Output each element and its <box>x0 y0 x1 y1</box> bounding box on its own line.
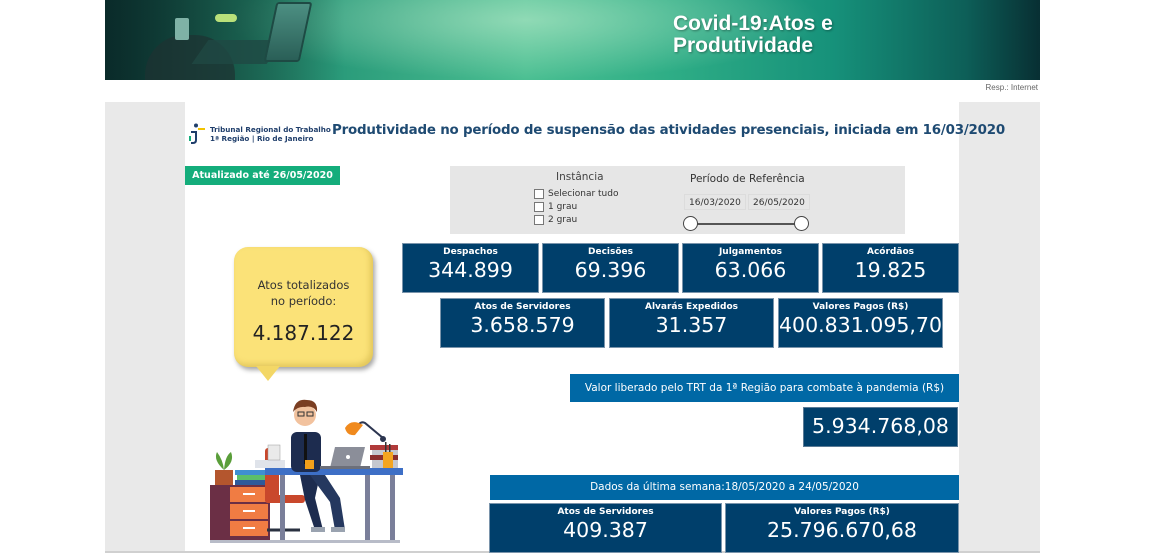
kpi-decisoes: Decisões 69.396 <box>542 243 679 293</box>
end-date-input[interactable]: 26/05/2020 <box>748 194 810 210</box>
last-week-label-bar: Dados da última semana:18/05/2020 a 24/0… <box>490 475 959 500</box>
slider-end-handle[interactable] <box>794 216 809 231</box>
slider-start-handle[interactable] <box>683 216 698 231</box>
instancia-title: Instância <box>556 171 604 183</box>
right-margin-panel <box>959 102 1040 551</box>
header-banner: Covid-19:Atos e Produtividade <box>105 0 1040 80</box>
pandemic-value-card: 5.934.768,08 <box>803 407 958 447</box>
kpi-alvaras: Alvarás Expedidos 31.357 <box>609 298 774 348</box>
checkbox-icon[interactable] <box>534 189 544 199</box>
periodo-title: Período de Referência <box>690 173 805 185</box>
updated-badge: Atualizado até 26/05/2020 <box>185 166 340 185</box>
start-date-input[interactable]: 16/03/2020 <box>684 194 746 210</box>
responsible-label: Resp.: Internet <box>985 83 1038 92</box>
office-worker-illustration <box>210 399 403 543</box>
kpi-despachos: Despachos 344.899 <box>402 243 539 293</box>
week-valores-pagos: Valores Pagos (R$) 25.796.670,68 <box>725 503 959 553</box>
trt-logo-icon <box>189 123 205 144</box>
week-atos-servidores: Atos de Servidores 409.387 <box>489 503 722 553</box>
filter-panel: Instância Selecionar tudo 1 grau 2 grau … <box>450 166 905 234</box>
trt-logo: Tribunal Regional do Trabalho 1ª Região … <box>188 123 331 145</box>
pandemic-label-bar: Valor liberado pelo TRT da 1ª Região par… <box>570 374 959 402</box>
kpi-acordaos: Acórdãos 19.825 <box>822 243 959 293</box>
kpi-julgamentos: Julgamentos 63.066 <box>682 243 819 293</box>
page-title: Produtividade no período de suspensão da… <box>332 123 1005 138</box>
checkbox-icon[interactable] <box>534 215 544 225</box>
org-name: Tribunal Regional do Trabalho <box>210 125 331 134</box>
kpi-valores-pagos: Valores Pagos (R$) 400.831.095,70 <box>778 298 943 348</box>
banner-title: Covid-19:Atos e Produtividade <box>673 12 833 57</box>
date-range-slider[interactable] <box>690 223 802 225</box>
left-margin-panel <box>105 102 185 551</box>
org-region: 1ª Região | Rio de Janeiro <box>210 134 314 143</box>
total-acts-bubble: Atos totalizados no período: 4.187.122 <box>234 247 373 381</box>
checkbox-selecionar-tudo[interactable]: Selecionar tudo <box>534 189 618 199</box>
checkbox-1-grau[interactable]: 1 grau <box>534 202 577 212</box>
total-acts-value: 4.187.122 <box>252 321 355 345</box>
checkbox-icon[interactable] <box>534 202 544 212</box>
kpi-atos-servidores: Atos de Servidores 3.658.579 <box>440 298 605 348</box>
checkbox-2-grau[interactable]: 2 grau <box>534 215 577 225</box>
